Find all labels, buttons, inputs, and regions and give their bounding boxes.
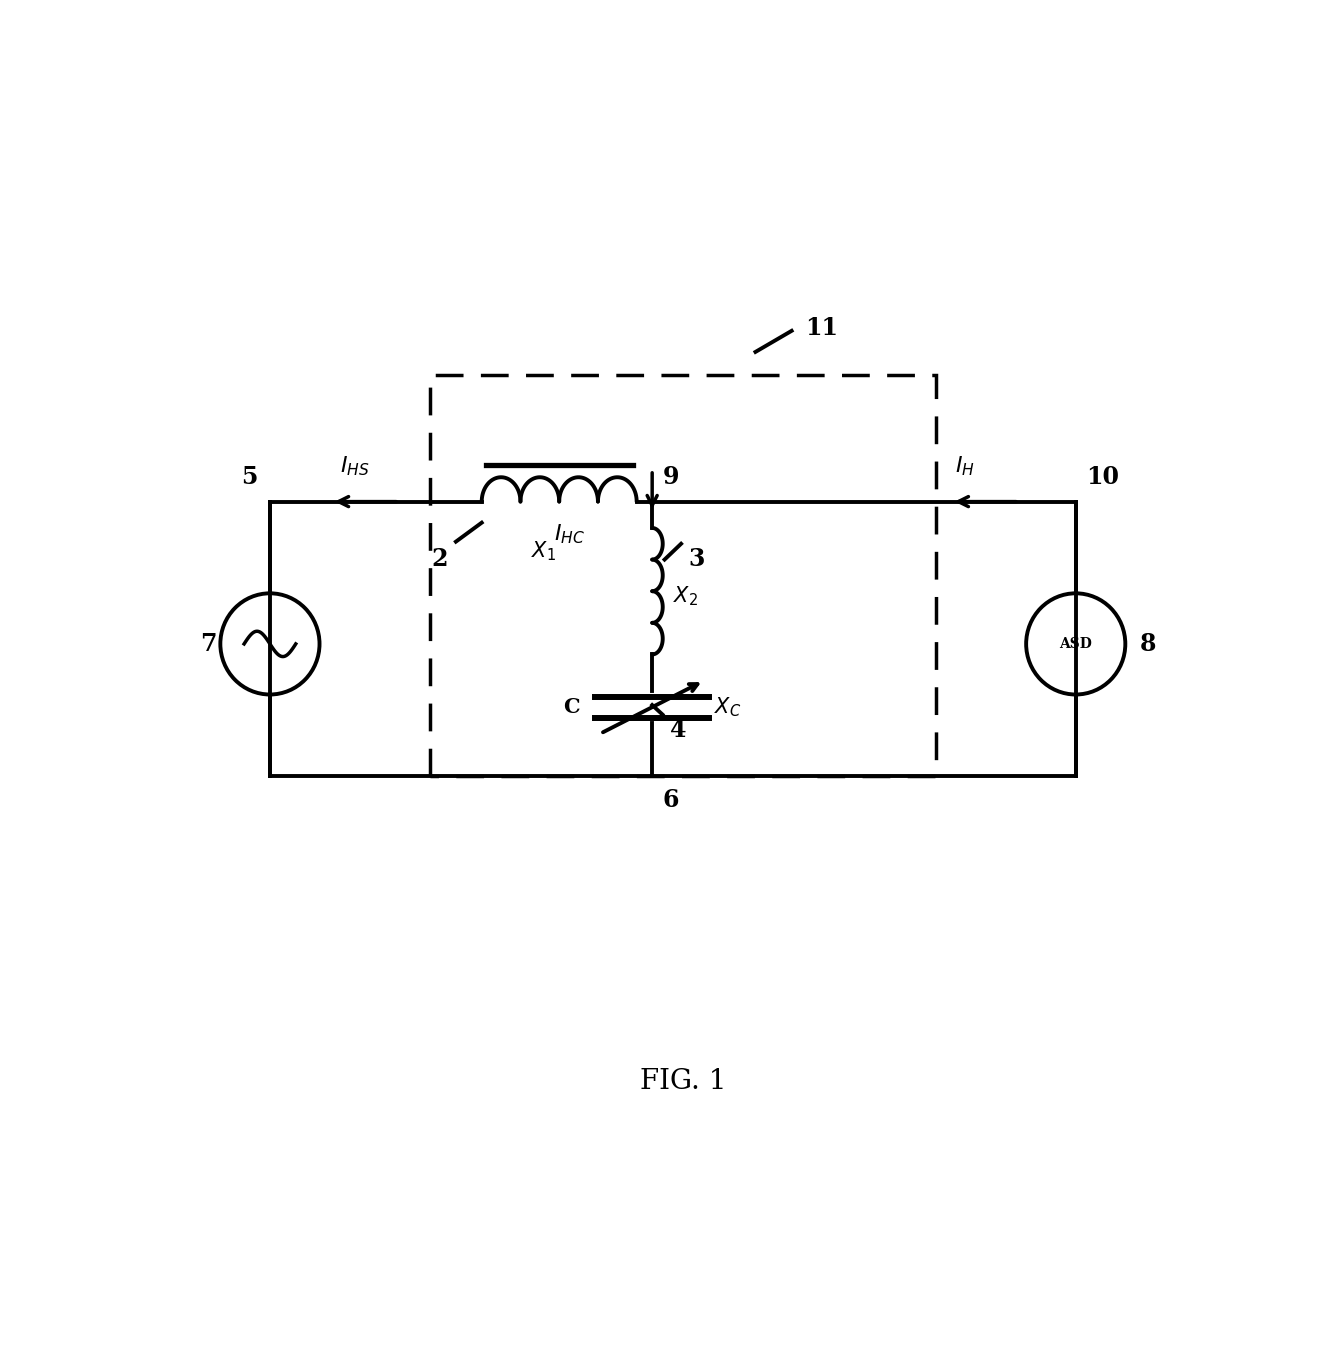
Text: $X_1$: $X_1$ bbox=[532, 539, 556, 563]
Text: 7: 7 bbox=[200, 632, 216, 656]
Text: $I_H$: $I_H$ bbox=[954, 455, 974, 478]
Text: 4: 4 bbox=[669, 717, 686, 742]
Text: 9: 9 bbox=[663, 465, 678, 489]
Text: $I_{HC}$: $I_{HC}$ bbox=[555, 523, 585, 546]
Text: C: C bbox=[564, 697, 580, 717]
Text: 2: 2 bbox=[431, 548, 448, 571]
Text: 6: 6 bbox=[663, 789, 678, 812]
Text: 3: 3 bbox=[688, 548, 705, 571]
Text: 10: 10 bbox=[1086, 465, 1120, 489]
Text: ASD: ASD bbox=[1060, 637, 1092, 650]
Text: FIG. 1: FIG. 1 bbox=[640, 1068, 726, 1095]
Text: 8: 8 bbox=[1140, 632, 1156, 656]
Text: $X_2$: $X_2$ bbox=[673, 585, 698, 608]
Text: 5: 5 bbox=[241, 465, 257, 489]
Text: $X_C$: $X_C$ bbox=[714, 695, 741, 719]
Text: $I_{HS}$: $I_{HS}$ bbox=[340, 455, 369, 478]
Text: 11: 11 bbox=[805, 316, 838, 340]
